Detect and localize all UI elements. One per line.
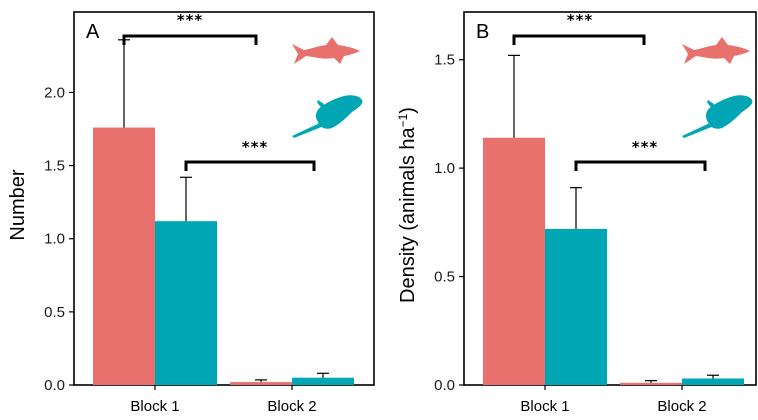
significance-bracket <box>512 34 646 45</box>
y-axis-label: Density (animals ha−1) <box>396 107 419 303</box>
x-tick-label: Block 2 <box>267 398 316 415</box>
panel-a: 0.0 0.5 1.0 1.5 2.0 Number A Block 1 Block 2 *** *… <box>7 11 375 415</box>
significance-label: *** <box>177 11 204 29</box>
bar-ray <box>155 221 217 385</box>
panel-b: 0.0 0.5 1.0 1.5 Density (animals ha−1) B Block… <box>396 11 757 415</box>
bar-ray <box>292 377 354 385</box>
x-tick-label: Block 1 <box>520 398 569 415</box>
significance-bracket <box>574 160 707 171</box>
plot-frame <box>463 11 757 386</box>
significance-label: *** <box>242 138 269 156</box>
y-tick-label: 1.5 <box>434 52 455 69</box>
plot-frame <box>73 11 375 386</box>
bar-shark <box>483 137 545 385</box>
bar-shark <box>620 382 682 385</box>
significance-label: *** <box>567 11 594 29</box>
y-tick-label: 0.5 <box>44 304 65 321</box>
bar-ray <box>545 228 607 385</box>
x-tick-label: Block 2 <box>657 398 706 415</box>
panel-label: A <box>86 21 100 43</box>
y-tick-label: 0.5 <box>434 269 455 286</box>
y-tick-label: 1.0 <box>434 160 455 177</box>
shark-icon <box>292 37 360 64</box>
stingray-icon <box>682 95 753 138</box>
shark-icon <box>682 37 750 64</box>
y-tick-label: 1.5 <box>44 158 65 175</box>
y-tick-label: 1.0 <box>44 231 65 248</box>
x-tick-label: Block 1 <box>130 398 179 415</box>
significance-bracket <box>122 34 258 45</box>
y-tick-label: 0.0 <box>434 377 455 394</box>
y-axis-label: Number <box>7 169 29 240</box>
panel-label: B <box>476 21 489 43</box>
y-tick-label: 2.0 <box>44 84 65 101</box>
stingray-icon <box>292 95 363 138</box>
y-tick-label: 0.0 <box>44 377 65 394</box>
bar-shark <box>93 127 155 386</box>
bar-shark <box>230 382 292 385</box>
significance-label: *** <box>632 138 659 156</box>
bar-ray <box>682 378 744 385</box>
significance-bracket <box>184 160 316 171</box>
